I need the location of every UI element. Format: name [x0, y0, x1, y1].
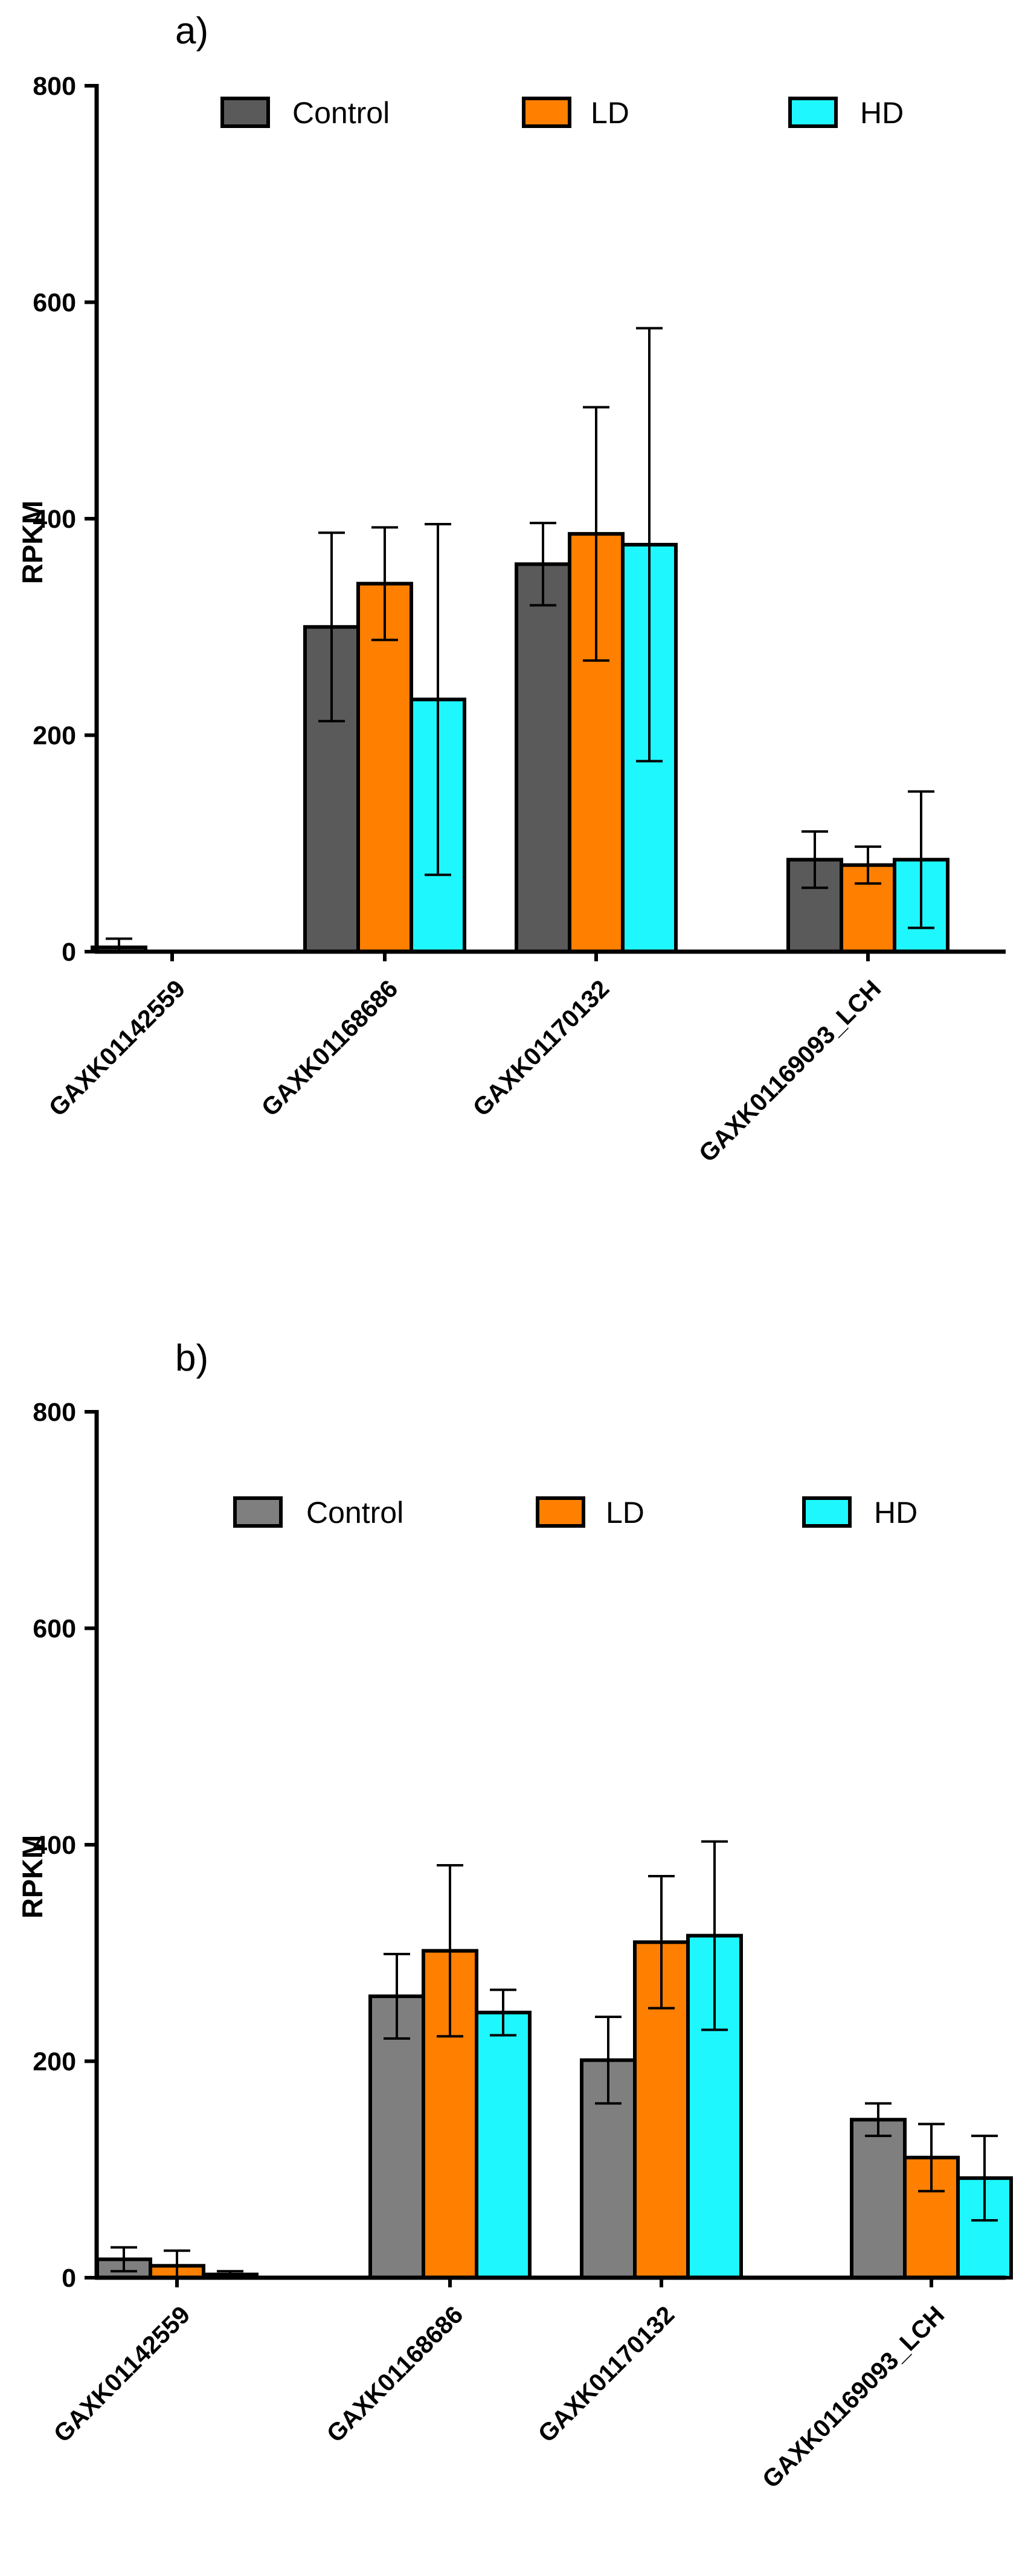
panel-b-legend-label-hd: HD: [874, 1496, 917, 1530]
panel-a-legend: Control LD HD: [220, 96, 904, 130]
pa-y-tick-label-200: 200: [33, 722, 76, 751]
pb-bar-control-2: [368, 1994, 425, 2280]
pa-y-tick-label-0: 0: [62, 938, 76, 967]
pb-y-tick-label-800: 800: [33, 1398, 76, 1427]
pa-y-tick-label-400: 400: [33, 505, 76, 534]
panel-a-legend-label-hd: HD: [860, 96, 904, 130]
pb-bar-control-4: [850, 2118, 907, 2280]
panel-b-chart: b) RPKM Control LD HD GAXK01142559 GAXK01…: [16, 1338, 1013, 2493]
panel-a-y-axis-title: RPKM: [16, 501, 48, 584]
pb-y-tick-label-200: 200: [33, 2048, 76, 2077]
panel-a-label: a): [175, 10, 208, 52]
panel-b-legend-swatch-control: [233, 1496, 283, 1528]
pb-y-tick-label-0: 0: [62, 2264, 76, 2293]
pb-bar-hd-2: [475, 2010, 532, 2280]
pb-y-tick-label-600: 600: [33, 1615, 76, 1644]
panel-a-chart: a) RPKM Control LD HD GAXK01142559 GAXK01…: [16, 10, 1006, 1167]
panel-b-legend-swatch-hd: [802, 1496, 852, 1528]
panel-a-legend-swatch-ld: [522, 97, 571, 128]
pa-x-tick-label-3: GAXK01170132: [468, 975, 615, 1122]
pa-bar-control-3: [515, 562, 571, 953]
panel-a-legend-label-control: Control: [292, 96, 390, 130]
pa-y-tick-label-800: 800: [33, 72, 76, 101]
panel-b-legend-label-control: Control: [306, 1496, 403, 1530]
panel-b-label: b): [175, 1338, 208, 1379]
pb-x-tick-label-3: GAXK01170132: [533, 2301, 680, 2448]
pb-y-tick-label-400: 400: [33, 1831, 76, 1860]
pa-x-tick-label-2: GAXK01168686: [256, 975, 403, 1122]
pb-x-tick-label-4: GAXK01169093_LCH: [757, 2301, 949, 2493]
pb-x-tick-label-1: GAXK01142559: [48, 2301, 196, 2448]
panel-b-y-axis-title: RPKM: [16, 1835, 48, 1918]
panel-b-legend: Control LD HD: [233, 1496, 917, 1530]
pa-x-tick-label-4: GAXK01169093_LCH: [693, 975, 886, 1167]
pa-y-tick-label-600: 600: [33, 289, 76, 318]
panel-a-plot-area: GAXK01142559 GAXK01168686 GAXK01170132 GAXK…: [33, 72, 1006, 1167]
panel-a-legend-label-ld: LD: [591, 96, 629, 130]
panel-a-legend-swatch-control: [220, 97, 270, 128]
panel-b-plot-area: GAXK01142559 GAXK01168686 GAXK01170132 GAXK…: [33, 1398, 1013, 2493]
panel-a-legend-swatch-hd: [788, 97, 838, 128]
pb-x-tick-label-2: GAXK01168686: [321, 2301, 469, 2448]
pa-x-tick-label-1: GAXK01142559: [43, 975, 191, 1122]
panel-b-legend-label-ld: LD: [606, 1496, 644, 1530]
panel-b-legend-swatch-ld: [536, 1496, 585, 1528]
